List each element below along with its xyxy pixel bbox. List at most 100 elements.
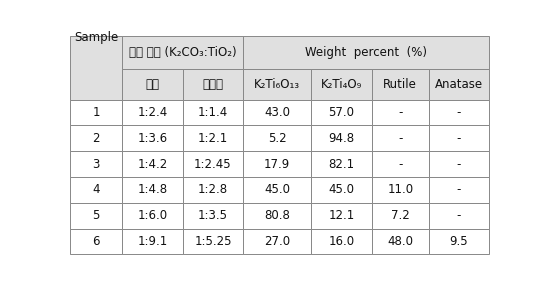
Bar bbox=[372, 228, 429, 254]
Text: 45.0: 45.0 bbox=[264, 183, 290, 196]
Bar bbox=[70, 203, 122, 228]
Bar bbox=[429, 69, 489, 100]
Text: K₂Ti₆O₁₃: K₂Ti₆O₁₃ bbox=[254, 78, 300, 91]
Text: Sample: Sample bbox=[74, 31, 118, 44]
Text: 3: 3 bbox=[93, 158, 100, 170]
Bar bbox=[311, 151, 372, 177]
Text: 1:4.2: 1:4.2 bbox=[137, 158, 168, 170]
Text: 2: 2 bbox=[92, 132, 100, 145]
Bar bbox=[311, 203, 372, 228]
Text: -: - bbox=[457, 158, 461, 170]
Bar bbox=[122, 69, 183, 100]
Bar bbox=[243, 69, 311, 100]
Text: 17.9: 17.9 bbox=[264, 158, 290, 170]
Text: 48.0: 48.0 bbox=[387, 235, 413, 248]
Text: 16.0: 16.0 bbox=[328, 235, 354, 248]
Text: 1:2.1: 1:2.1 bbox=[198, 132, 228, 145]
Bar bbox=[70, 36, 122, 100]
Bar bbox=[243, 151, 311, 177]
Text: 1:2.45: 1:2.45 bbox=[194, 158, 232, 170]
Text: 몰비: 몰비 bbox=[145, 78, 159, 91]
Text: 11.0: 11.0 bbox=[387, 183, 413, 196]
Bar bbox=[183, 228, 243, 254]
Bar bbox=[122, 228, 183, 254]
Bar bbox=[183, 125, 243, 151]
Text: 1: 1 bbox=[92, 106, 100, 119]
Text: Weight  percent  (%): Weight percent (%) bbox=[305, 46, 427, 59]
Text: -: - bbox=[398, 106, 402, 119]
Bar bbox=[70, 177, 122, 203]
Bar bbox=[70, 100, 122, 125]
Text: -: - bbox=[398, 158, 402, 170]
Text: -: - bbox=[457, 132, 461, 145]
Bar bbox=[122, 125, 183, 151]
Bar bbox=[243, 228, 311, 254]
Bar bbox=[183, 203, 243, 228]
Bar bbox=[183, 177, 243, 203]
Bar bbox=[243, 36, 489, 69]
Bar bbox=[429, 203, 489, 228]
Text: 12.1: 12.1 bbox=[328, 209, 354, 222]
Bar bbox=[372, 125, 429, 151]
Text: 80.8: 80.8 bbox=[264, 209, 290, 222]
Text: 57.0: 57.0 bbox=[329, 106, 354, 119]
Bar bbox=[122, 151, 183, 177]
Bar bbox=[311, 100, 372, 125]
Text: 원료 조성 (K₂CO₃:TiO₂): 원료 조성 (K₂CO₃:TiO₂) bbox=[129, 46, 236, 59]
Bar bbox=[243, 203, 311, 228]
Text: 6: 6 bbox=[92, 235, 100, 248]
Bar bbox=[372, 177, 429, 203]
Bar bbox=[429, 177, 489, 203]
Text: 1:3.6: 1:3.6 bbox=[138, 132, 168, 145]
Text: 1:3.5: 1:3.5 bbox=[198, 209, 228, 222]
Bar bbox=[311, 228, 372, 254]
Text: 9.5: 9.5 bbox=[450, 235, 468, 248]
Text: 43.0: 43.0 bbox=[264, 106, 290, 119]
Text: 무게비: 무게비 bbox=[203, 78, 223, 91]
Bar bbox=[372, 151, 429, 177]
Bar bbox=[429, 125, 489, 151]
Bar bbox=[122, 100, 183, 125]
Bar bbox=[429, 228, 489, 254]
Text: 5.2: 5.2 bbox=[268, 132, 287, 145]
Bar bbox=[243, 100, 311, 125]
Text: 1:4.8: 1:4.8 bbox=[138, 183, 168, 196]
Bar bbox=[183, 151, 243, 177]
Bar bbox=[429, 151, 489, 177]
Bar bbox=[243, 177, 311, 203]
Text: -: - bbox=[457, 209, 461, 222]
Text: 45.0: 45.0 bbox=[329, 183, 354, 196]
Bar bbox=[122, 36, 243, 69]
Text: 1:9.1: 1:9.1 bbox=[137, 235, 168, 248]
Bar bbox=[429, 100, 489, 125]
Bar bbox=[372, 100, 429, 125]
Bar bbox=[243, 125, 311, 151]
Text: 27.0: 27.0 bbox=[264, 235, 290, 248]
Bar bbox=[311, 177, 372, 203]
Bar bbox=[372, 203, 429, 228]
Bar bbox=[311, 125, 372, 151]
Text: -: - bbox=[398, 132, 402, 145]
Text: 1:2.8: 1:2.8 bbox=[198, 183, 228, 196]
Bar bbox=[122, 203, 183, 228]
Text: 1:2.4: 1:2.4 bbox=[137, 106, 168, 119]
Bar bbox=[183, 100, 243, 125]
Bar bbox=[311, 69, 372, 100]
Text: 1:5.25: 1:5.25 bbox=[194, 235, 232, 248]
Text: 82.1: 82.1 bbox=[328, 158, 354, 170]
Text: 1:6.0: 1:6.0 bbox=[138, 209, 168, 222]
Text: Rutile: Rutile bbox=[383, 78, 417, 91]
Bar bbox=[70, 125, 122, 151]
Text: Anatase: Anatase bbox=[435, 78, 483, 91]
Bar bbox=[122, 177, 183, 203]
Text: -: - bbox=[457, 183, 461, 196]
Text: K₂Ti₄O₉: K₂Ti₄O₉ bbox=[321, 78, 362, 91]
Text: 94.8: 94.8 bbox=[328, 132, 354, 145]
Text: 5: 5 bbox=[93, 209, 100, 222]
Bar bbox=[372, 69, 429, 100]
Bar bbox=[70, 228, 122, 254]
Bar bbox=[70, 151, 122, 177]
Bar bbox=[183, 69, 243, 100]
Text: 7.2: 7.2 bbox=[391, 209, 410, 222]
Text: 1:1.4: 1:1.4 bbox=[198, 106, 228, 119]
